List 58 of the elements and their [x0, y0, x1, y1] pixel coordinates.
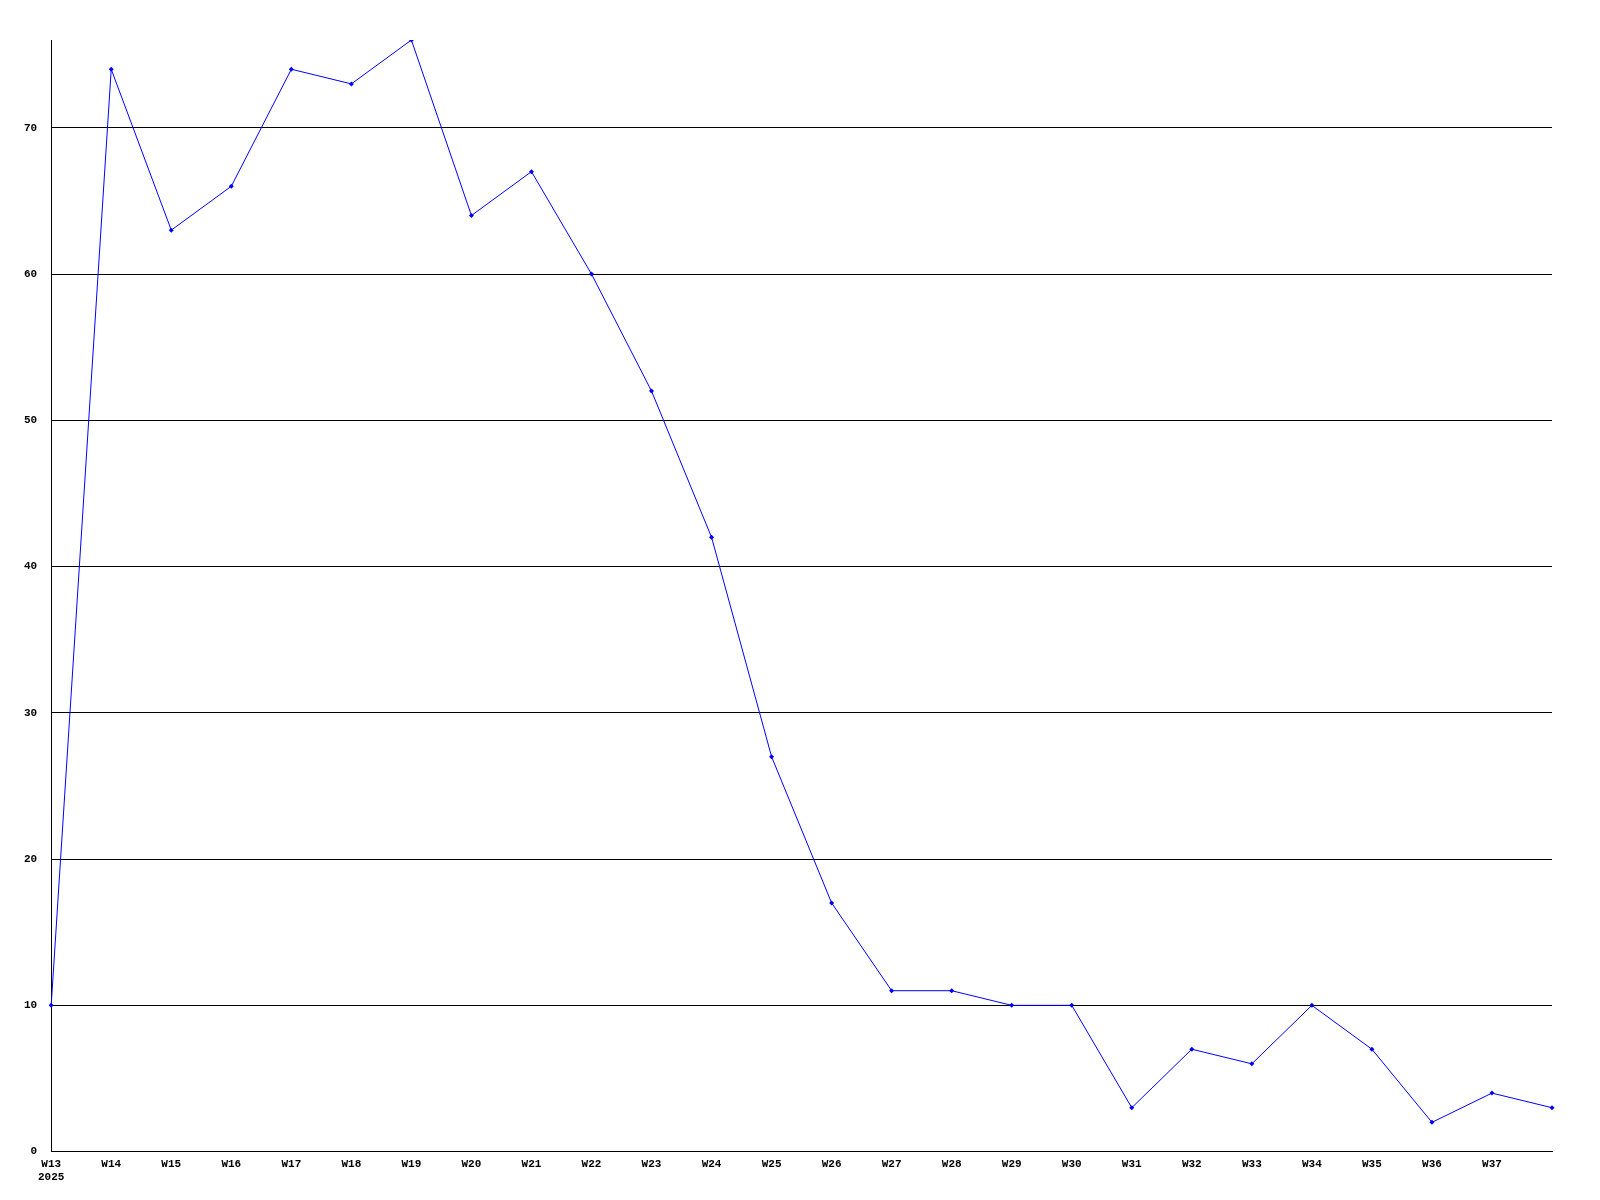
x-tick-label: W30 [1061, 1157, 1082, 1170]
x-tick-label: W14 [101, 1157, 122, 1170]
point [468, 213, 474, 219]
point [1009, 1002, 1015, 1008]
x-tick-label: W29 [1001, 1157, 1022, 1170]
y-tick-label: 10 [24, 999, 38, 1012]
x-tick-label: W21 [521, 1157, 542, 1170]
x-tick-label: W22 [581, 1157, 602, 1170]
x-tick-label: W28 [941, 1157, 962, 1170]
point [1249, 1061, 1255, 1067]
x-tick-label: W24 [701, 1157, 722, 1170]
point [1549, 1105, 1555, 1111]
y-tick-label: 20 [24, 852, 38, 865]
x-tick-label: W19 [401, 1157, 422, 1170]
x-tick-label: W37 [1482, 1157, 1502, 1170]
point [1189, 1046, 1195, 1052]
x-tick-label: W17 [281, 1157, 302, 1170]
y-tick-label: 40 [24, 560, 38, 573]
x-tick-label: W20 [461, 1157, 482, 1170]
point [1429, 1119, 1435, 1125]
y-tick-label: 50 [24, 414, 38, 427]
point [1309, 1002, 1315, 1008]
point [1129, 1105, 1135, 1111]
point [649, 388, 655, 394]
point [709, 534, 715, 540]
x-tick-label: W25 [761, 1157, 782, 1170]
x-tick-label: W27 [881, 1157, 902, 1170]
y-tick-label: 60 [24, 267, 38, 280]
y-tick-label: 30 [24, 706, 38, 719]
y-tick-label: 70 [24, 121, 38, 134]
x-tick-label: W18 [341, 1157, 362, 1170]
point [168, 227, 174, 233]
point [108, 66, 114, 72]
point [949, 988, 955, 994]
point [1069, 1002, 1075, 1008]
point [1369, 1046, 1375, 1052]
x-tick-label: W26 [821, 1157, 842, 1170]
x-tick-label: W31 [1121, 1157, 1143, 1170]
point [528, 169, 534, 175]
x-tick-label: W36 [1422, 1157, 1442, 1170]
x-tick-label: W34 [1301, 1157, 1323, 1170]
x-tick-label: W16 [221, 1157, 242, 1170]
point [48, 1002, 54, 1008]
point [889, 988, 895, 994]
x-tick-label: W15 [161, 1157, 182, 1170]
x-tick-label: W13 2025 [38, 1157, 65, 1184]
x-tick-label: W33 [1241, 1157, 1263, 1170]
point [348, 81, 354, 87]
x-tick-label: W23 [641, 1157, 662, 1170]
x-tick-label: W35 [1362, 1157, 1383, 1170]
point [228, 183, 234, 189]
point [588, 271, 594, 277]
y-tick-label: 0 [30, 1145, 38, 1158]
point [1489, 1090, 1495, 1096]
point [288, 66, 294, 72]
point [829, 900, 835, 906]
point [769, 754, 775, 760]
x-tick-label: W32 [1181, 1157, 1202, 1170]
